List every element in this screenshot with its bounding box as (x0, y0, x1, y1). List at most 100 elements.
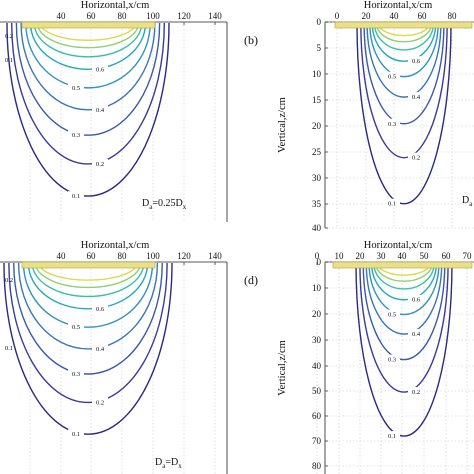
contour-label-bg (92, 343, 108, 352)
contour-label: 0.3 (388, 357, 396, 364)
x-tick-label: 0 (335, 11, 340, 21)
contour-line (33, 22, 143, 58)
contour-label-bg (68, 429, 84, 438)
contour-line (34, 262, 142, 289)
contour-line (375, 262, 433, 282)
x-tick-label: 40 (398, 251, 408, 261)
y-tick-label: 40 (312, 361, 322, 371)
x-tick-label: 80 (118, 11, 128, 21)
contour-line (359, 262, 449, 393)
contour-label-bg (384, 354, 400, 363)
x-tick-label: 60 (442, 251, 452, 261)
source-strip (332, 261, 473, 269)
contour-label: 0.1 (72, 193, 80, 200)
panel-label: (b) (244, 33, 258, 47)
x-tick-label: 70 (463, 251, 473, 261)
contour-label: 0.6 (96, 66, 105, 73)
contour-line (29, 22, 147, 70)
contour-line (6, 22, 170, 197)
contour-label-bg (384, 431, 400, 440)
y-tick-label: 10 (312, 69, 322, 79)
contour-label-bg (384, 71, 400, 80)
y-tick-label: 15 (312, 95, 322, 105)
contour-label-bg (92, 303, 108, 312)
x-tick-label: 60 (87, 11, 97, 21)
ratio-note: Da=0.25Dx (142, 198, 187, 211)
x-tick-label: 140 (208, 11, 222, 21)
contour-line (38, 262, 138, 281)
contour-line (36, 22, 140, 49)
x-tick-label: 30 (377, 251, 387, 261)
contour-label: 0.4 (412, 94, 421, 101)
x-axis-label: Horizontal,x/cm (364, 240, 433, 251)
contour-label-bg (408, 56, 424, 65)
contour-line (363, 22, 445, 125)
y-tick-label: 10 (312, 283, 322, 293)
contour-label: 0.4 (96, 346, 105, 353)
contour-label-bg (92, 158, 108, 167)
contour-label-bg (68, 191, 84, 200)
contour-line (10, 22, 166, 165)
x-tick-label: 40 (390, 11, 400, 21)
x-tick-label: 80 (118, 251, 128, 261)
x-axis-label: Horizontal,x/cm (81, 0, 150, 11)
panel-b: 0 20 40 60 80 Horizontal,x/cm 0 5 10 15 20 25 30 35 40… (244, 0, 474, 233)
y-tick-label: 50 (312, 386, 322, 396)
contour-label-bg (408, 152, 424, 161)
contour-line (377, 22, 431, 37)
contour-line (365, 262, 443, 335)
contour-label-bg (92, 64, 108, 73)
contour-line (27, 262, 149, 310)
contour-line (8, 262, 168, 404)
contour-label-bg (92, 397, 108, 406)
x-tick-label: 20 (362, 11, 372, 21)
contour-label-edge: 0.2 (5, 277, 13, 284)
contour-line (356, 22, 452, 205)
contour-label-bg (384, 118, 400, 127)
ratio-note: Da (462, 195, 473, 208)
contour-line (17, 262, 159, 350)
contour-label: 0.2 (96, 399, 104, 406)
y-tick-label: 30 (312, 335, 322, 345)
x-tick-label: 60 (87, 251, 97, 261)
contour-line (375, 22, 433, 43)
x-tick-label: 100 (146, 251, 160, 261)
contour-label-edge: 0.2 (5, 33, 13, 40)
y-tick-label: 0 (317, 257, 322, 267)
contour-label-bg (68, 322, 84, 331)
contour-label-bg (68, 130, 84, 139)
contour-label: 0.1 (388, 201, 396, 208)
x-tick-label: 20 (356, 251, 366, 261)
y-tick-label: 40 (312, 223, 322, 233)
contour-label-bg (408, 92, 424, 101)
contour-label-bg (384, 198, 400, 207)
panel-c: 40 60 80 100 120 140 Horizontal,x/cm 0.1 0.2 0.3 0… (0, 240, 228, 474)
contour-line (15, 22, 161, 136)
y-tick-label: 35 (312, 199, 322, 209)
contour-line (3, 262, 173, 435)
y-tick-label: 70 (312, 436, 322, 446)
contour-line (20, 22, 156, 111)
y-axis-label: Vertical,z/cm (277, 97, 288, 153)
ratio-note: Da=Dx (155, 457, 182, 470)
contour-line (25, 22, 151, 89)
contour-label-bg (384, 309, 400, 318)
contour-line (370, 262, 438, 301)
contour-label: 0.2 (96, 161, 104, 168)
contour-line (31, 262, 145, 298)
x-tick-label: 80 (448, 11, 458, 21)
y-axis-label: Vertical,z/cm (277, 340, 288, 396)
contour-label: 0.6 (412, 297, 421, 304)
x-tick-label: 40 (57, 251, 67, 261)
y-tick-label: 20 (312, 121, 322, 131)
contour-label: 0.6 (412, 58, 421, 65)
contour-label: 0.4 (96, 107, 105, 114)
y-tick-label: 0 (317, 17, 322, 27)
source-strip (334, 21, 473, 29)
contour-line (22, 262, 154, 328)
y-tick-label: 20 (312, 309, 322, 319)
x-tick-label: 10 (335, 251, 345, 261)
x-tick-label: 100 (146, 11, 160, 21)
contour-label-edge: 0.1 (5, 345, 13, 352)
contour-line (355, 262, 453, 437)
